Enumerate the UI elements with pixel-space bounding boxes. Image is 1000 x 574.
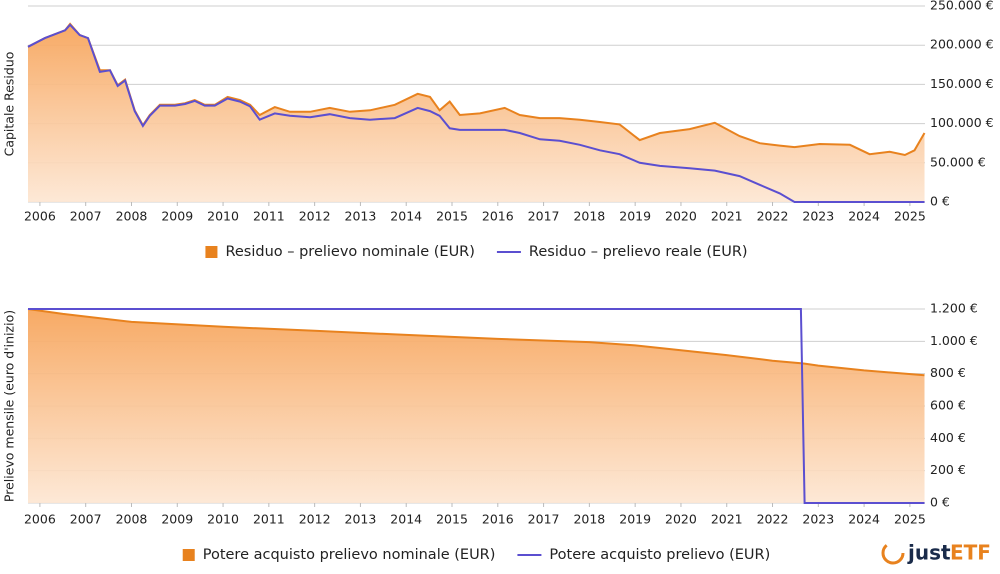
x-tick-label: 2009 (161, 209, 193, 224)
x-tick-label: 2021 (711, 209, 743, 224)
legend-label: Residuo – prelievo reale (EUR) (529, 244, 748, 260)
legend: Residuo – prelievo nominale (EUR) Residuo… (205, 244, 748, 260)
y-tick-label: 250.000 € (930, 0, 994, 13)
area (28, 24, 925, 202)
x-tick-label: 2022 (757, 209, 789, 224)
x-tick-label: 2019 (619, 512, 651, 527)
x-tick-label: 2013 (345, 209, 377, 224)
x-tick-label: 2007 (70, 209, 102, 224)
y-tick-label: 200 € (930, 462, 966, 477)
x-tick-label: 2013 (345, 512, 377, 527)
line (27, 308, 925, 377)
x-tick-label: 2010 (207, 209, 239, 224)
y-tick-label: 100.000 € (930, 115, 994, 130)
x-tick-label: 2014 (390, 209, 422, 224)
y-tick-label: 150.000 € (930, 76, 994, 91)
y-tick-label: 1.200 € (930, 301, 978, 316)
x-tick-label: 2010 (207, 512, 239, 527)
chart: 0 € 200 € 400 € 600 € 800 € 1.000 € 1.200 € 200… (2, 301, 978, 564)
x-tick-label: 2020 (665, 209, 697, 224)
x-tick-label: 2012 (299, 209, 331, 224)
y-tick-label: 1.000 € (930, 333, 978, 348)
legend-key (182, 549, 195, 561)
x-tick-label: 2018 (573, 209, 605, 224)
x-tick-label: 2006 (24, 512, 56, 527)
x-tick-label: 2017 (528, 209, 560, 224)
logo: just ETF (881, 541, 991, 565)
x-tick-label: 2016 (482, 512, 514, 527)
x-tick-label: 2009 (161, 512, 193, 527)
x-tick-label: 2015 (436, 209, 468, 224)
x-tick-label: 2023 (802, 512, 834, 527)
legend-label: Potere acquisto prelievo (EUR) (549, 547, 770, 563)
x-tick-label: 2012 (299, 512, 331, 527)
y-tick-label: 200.000 € (930, 37, 994, 52)
logo-text: ETF (950, 541, 991, 565)
x-tick-label: 2011 (253, 209, 285, 224)
line (27, 23, 925, 203)
logo-text: just (907, 541, 951, 565)
x-tick-label: 2011 (253, 512, 285, 527)
x-tick-label: 2014 (390, 512, 422, 527)
x-tick-label: 2023 (802, 209, 834, 224)
x-tick-label: 2024 (848, 209, 880, 224)
x-tick-label: 2025 (894, 209, 926, 224)
logo-icon (881, 541, 905, 565)
legend-label: Potere acquisto prelievo nominale (EUR) (203, 547, 496, 563)
x-tick-label: 2017 (528, 512, 560, 527)
x-tick-label: 2018 (573, 512, 605, 527)
x-tick-label: 2008 (116, 209, 148, 224)
x-tick-label: 2006 (24, 209, 56, 224)
x-tick-label: 2019 (619, 209, 651, 224)
y-tick-label: 800 € (930, 365, 966, 380)
y-tick-label: 600 € (930, 398, 966, 413)
x-tick-label: 2022 (757, 512, 789, 527)
x-tick-label: 2008 (116, 512, 148, 527)
y-tick-label: 50.000 € (930, 154, 986, 169)
x-tick-label: 2020 (665, 512, 697, 527)
y-tick-label: 400 € (930, 430, 966, 445)
y-axis-label: Prelievo mensile (euro d'inizio) (2, 310, 17, 502)
legend: Potere acquisto prelievo nominale (EUR) P… (182, 547, 770, 563)
x-tick-label: 2024 (848, 512, 880, 527)
x-tick-label: 2016 (482, 209, 514, 224)
x-tick-label: 2007 (70, 512, 102, 527)
area (28, 309, 925, 503)
y-axis-label: Capitale Residuo (2, 52, 17, 157)
legend-label: Residuo – prelievo nominale (EUR) (225, 244, 474, 260)
y-tick-label: 0 € (930, 495, 950, 510)
x-tick-label: 2021 (711, 512, 743, 527)
x-tick-label: 2025 (894, 512, 926, 527)
x-tick-label: 2015 (436, 512, 468, 527)
legend-key (205, 246, 218, 258)
y-tick-label: 0 € (930, 194, 950, 209)
chart: 0 € 50.000 € 100.000 € 150.000 € 200.000 € 25… (2, 0, 994, 260)
line (28, 308, 925, 504)
